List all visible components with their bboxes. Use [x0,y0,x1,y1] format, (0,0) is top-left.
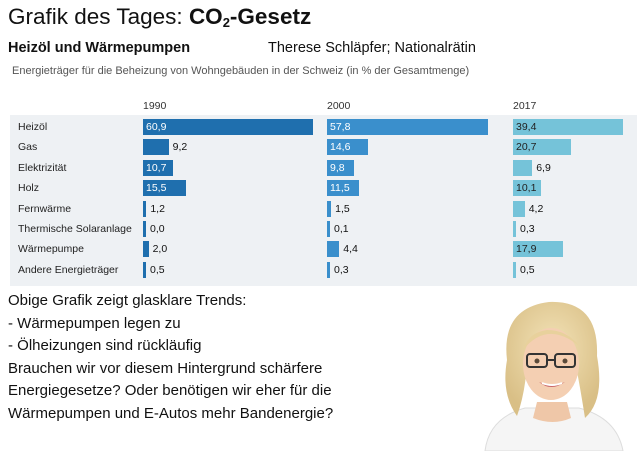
value-label: 57,8 [330,121,351,133]
bar [327,139,368,156]
bar [327,241,340,258]
value-label: 2,0 [152,243,168,256]
title-prefix: Grafik des Tages: [8,4,189,29]
bar [143,119,313,135]
value-label: 9,2 [172,141,188,154]
bar [327,180,360,197]
bar [143,180,187,197]
value-label: 0,3 [334,263,349,276]
year-label: 2017 [513,100,537,112]
value-label: 17,9 [516,243,537,256]
value-label: 1,5 [335,202,350,215]
value-label: 39,4 [516,121,537,133]
value-label: 15,5 [146,182,167,195]
value-label: 0,3 [520,223,535,235]
value-label: 4,4 [343,243,358,256]
value-label: 20,7 [516,141,537,154]
value-label: 10,1 [516,182,537,195]
category-label: Thermische Solaranlage [18,223,132,235]
body-line: Obige Grafik zeigt glasklare Trends: [8,292,247,309]
subtitle: Heizöl und Wärmepumpen [8,40,191,56]
category-label: Andere Energieträger [18,263,119,276]
bar [513,180,542,197]
bar [143,221,146,237]
bar [327,200,332,217]
value-label: 4,2 [528,202,544,215]
value-label: 0,5 [150,263,165,276]
category-label: Fernwärme [18,202,72,215]
category-label: Heizöl [18,121,48,133]
title-co: CO [188,4,223,29]
body-line: Wärmepumpen und E-Autos mehr Bandenergie… [8,404,334,422]
bar [513,200,525,217]
author: Therese Schläpfer; Nationalrätin [268,40,476,56]
body-line: Brauchen wir vor diesem Hintergrund schä… [8,359,323,377]
bar [143,139,169,156]
bar [513,261,516,278]
bar [143,159,173,176]
bar [143,241,149,258]
value-label: 0,0 [150,223,165,235]
year-label: 2000 [327,100,351,112]
body-line: - Wärmepumpen legen zu [8,314,181,332]
category-label: Wärmepumpe [18,243,84,256]
category-label: Gas [18,141,38,154]
value-label: 10,7 [146,161,167,174]
category-label: Elektrizität [18,161,67,174]
value-label: 1,2 [150,202,165,215]
bar [143,200,147,217]
value-label: 6,9 [536,161,551,174]
bar [513,119,623,135]
value-label: 0,1 [334,223,349,235]
bar [327,261,330,278]
value-label: 11,5 [330,182,350,195]
bar [327,221,330,237]
bar [513,221,516,237]
value-label: 14,6 [330,141,351,154]
bar [513,241,563,258]
chart-title: Energieträger für die Beheizung von Wohn… [12,65,470,77]
value-label: 9,8 [330,161,345,174]
title-subscript: 2 [222,15,230,30]
value-label: 0,5 [520,263,535,276]
year-label: 1990 [143,100,167,112]
bar [327,159,355,176]
bar [143,261,146,278]
body-line: - Ölheizungen sind rückläufig [8,337,202,354]
title-suffix: -Gesetz [229,4,312,29]
category-label: Holz [18,182,40,195]
value-label: 60,9 [146,121,167,133]
bar [513,159,533,176]
bar [327,119,489,135]
body-line: Energiegesetze? Oder benötigen wir eher … [8,382,332,399]
bar [513,139,571,156]
portrait-photo [467,290,637,451]
page-title: Grafik des Tages: CO2-Gesetz [8,4,311,30]
